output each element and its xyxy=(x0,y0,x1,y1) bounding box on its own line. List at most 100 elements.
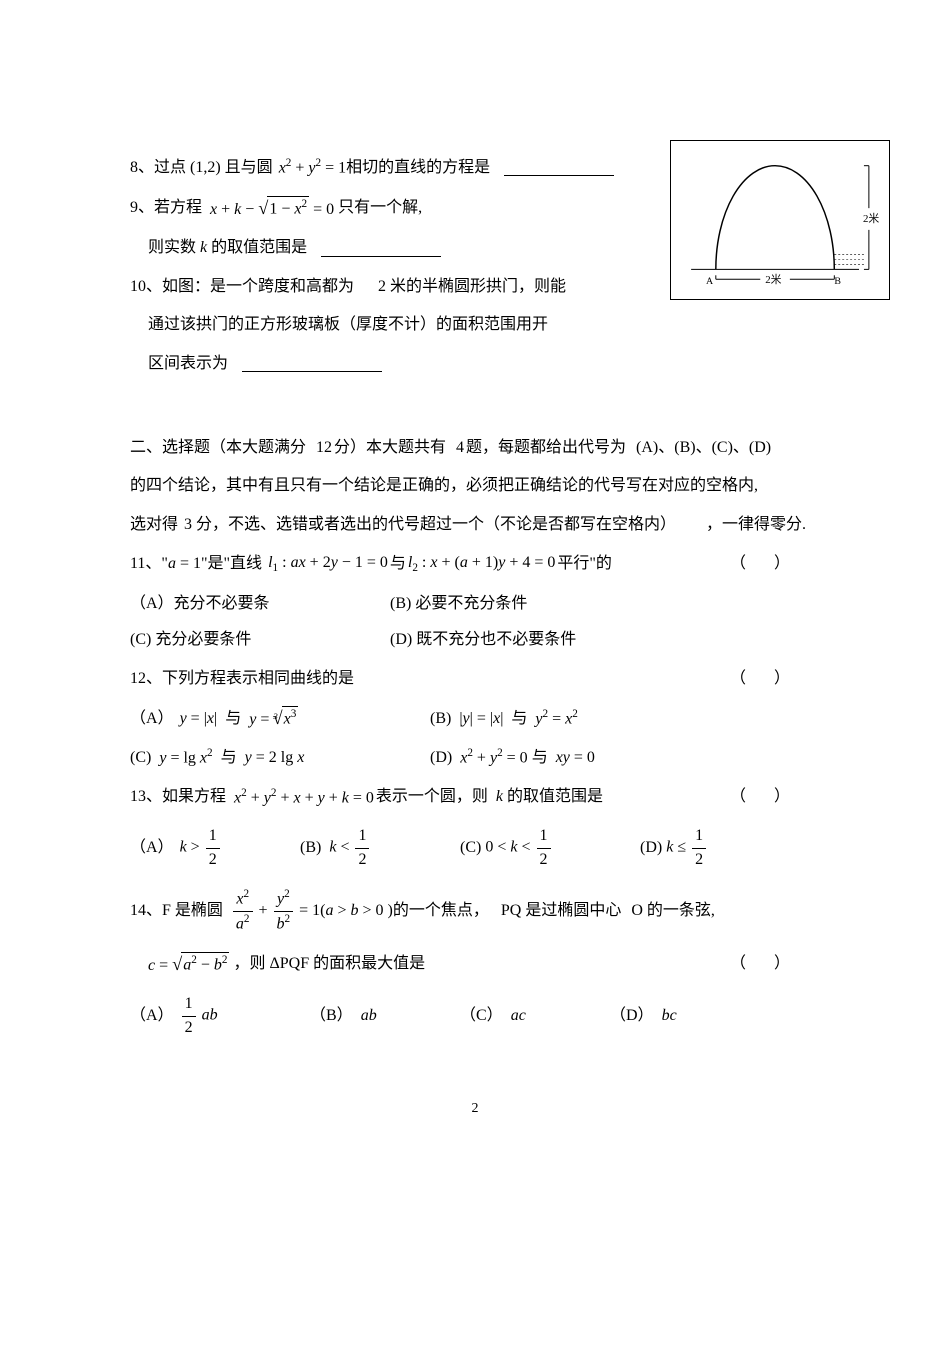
q14-options: （A） 12 ab （B） ab （C） ac （D） bc xyxy=(130,993,820,1039)
s2-codes: (A)、(B)、(C)、(D) xyxy=(636,437,771,459)
q12-options-row2: (C) y = lg x2 与 y = 2 lg x (D) x2 + y2 =… xyxy=(130,746,820,770)
question-12: 12、下列方程表示相同曲线的是 （） xyxy=(130,668,820,690)
question-10-line3: 区间表示为 xyxy=(130,353,820,375)
q8-mid: 且与圆 xyxy=(225,157,273,179)
q14-c-eq: c = √a2 − b2 xyxy=(148,952,229,978)
q12-d-and: 与 xyxy=(532,747,548,769)
s2-pts: 12 xyxy=(316,437,332,459)
q11-tail: 平行"的 xyxy=(557,553,612,575)
q13-option-b[interactable]: (B) k < 12 xyxy=(300,825,460,871)
q13-d-val: k ≤ 12 xyxy=(666,825,708,871)
s2-p3b: 分，不选、选错或者选出的代号超过一个（不论是否都写在空格内） xyxy=(196,514,676,536)
q12-d-left: x2 + y2 = 0 xyxy=(460,746,527,770)
q11-options: （A）充分不必要条 (B) 必要不充分条件 xyxy=(130,593,820,615)
q12-a-and: 与 xyxy=(225,708,241,730)
s2-count: 4 xyxy=(456,437,464,459)
q11-mid1: "是"直线 xyxy=(201,553,262,575)
q12-option-d[interactable]: (D) x2 + y2 = 0 与 xy = 0 xyxy=(430,746,595,770)
q14-b-val: ab xyxy=(361,1005,377,1027)
q12-b-and: 与 xyxy=(511,708,527,730)
q14-option-c[interactable]: （C） ac xyxy=(460,993,610,1039)
q13-c-pre: (C) xyxy=(460,837,481,859)
q10-line1a: 10、如图：是一个跨度和高都为 xyxy=(130,276,354,298)
q9-tail: 只有一个解, xyxy=(338,197,422,219)
q14-pq: PQ xyxy=(501,900,521,922)
q14-option-d[interactable]: （D） bc xyxy=(610,993,677,1039)
q13-option-c[interactable]: (C) 0 < k < 12 xyxy=(460,825,640,871)
q8-blank[interactable] xyxy=(504,159,614,176)
q9-blank[interactable] xyxy=(321,240,441,257)
q11-option-c[interactable]: (C) 充分必要条件 xyxy=(130,629,390,651)
section2-heading-line2: 的四个结论，其中有且只有一个结论是正确的，必须把正确结论的代号写在对应的空格内, xyxy=(130,475,820,497)
q11-and: 与 xyxy=(390,553,406,575)
q9-prefix: 9、若方程 xyxy=(130,197,202,219)
q13-answer-paren[interactable]: （） xyxy=(730,786,820,808)
question-10-line1: 10、如图：是一个跨度和高都为 2 米的半椭圆形拱门，则能 xyxy=(130,276,650,298)
q13-eq: x2 + y2 + x + y + k = 0 xyxy=(234,786,374,810)
q13-c-val: 0 < k < 12 xyxy=(485,825,552,871)
question-14-line2: c = √a2 − b2 ，则 ΔPQF 的面积最大值是 （） xyxy=(130,952,820,978)
s2-p3a: 选对得 xyxy=(130,514,178,536)
q11-option-a[interactable]: （A）充分不必要条 xyxy=(130,593,390,615)
question-11: 11、" a = 1 "是"直线 l1 : ax + 2y − 1 = 0 与 … xyxy=(130,552,820,577)
q12-option-b[interactable]: (B) |y| = |x| 与 y2 = x2 xyxy=(430,706,578,732)
q11-option-b[interactable]: (B) 必要不充分条件 xyxy=(390,593,770,615)
q12-answer-paren[interactable]: （） xyxy=(730,668,820,690)
q13-b-val: k < 12 xyxy=(329,825,371,871)
q11-options-2: (C) 充分必要条件 (D) 既不充分也不必要条件 xyxy=(130,629,820,651)
q13-option-d[interactable]: (D) k ≤ 12 xyxy=(640,825,708,871)
question-13: 13、如果方程 x2 + y2 + x + y + k = 0 表示一个圆，则 … xyxy=(130,786,820,810)
q10-line1b: 米的半椭圆形拱门，则能 xyxy=(390,276,566,298)
s2-para2: 的四个结论，其中有且只有一个结论是正确的，必须把正确结论的代号写在对应的空格内, xyxy=(130,475,758,497)
figure-point-a: A xyxy=(706,276,714,287)
q14-tri: ΔPQF xyxy=(269,953,309,975)
q14-a-pre: （A） xyxy=(130,1005,174,1027)
section2-heading-line3: 选对得 3 分，不选、选错或者选出的代号超过一个（不论是否都写在空格内） ，一律… xyxy=(130,514,820,536)
q12-b-pre: (B) xyxy=(430,708,451,730)
q14-answer-paren[interactable]: （） xyxy=(730,953,820,975)
section2-heading-line1: 二、选择题（本大题满分 12 分）本大题共有 4 题，每题都给出代号为 (A)、… xyxy=(130,437,820,459)
q12-option-c[interactable]: (C) y = lg x2 与 y = 2 lg x xyxy=(130,746,430,770)
s2-h-b: 分）本大题共有 xyxy=(334,437,446,459)
q11-answer-paren[interactable]: （） xyxy=(730,553,820,575)
arch-figure: A B 2米 2米 xyxy=(670,140,890,300)
q12-b-right: y2 = x2 xyxy=(535,707,577,731)
q13-a-pre: （A） xyxy=(130,837,174,859)
s2-h-a: 二、选择题（本大题满分 xyxy=(130,437,306,459)
q12-text: 12、下列方程表示相同曲线的是 xyxy=(130,668,354,690)
q11-option-d[interactable]: (D) 既不充分也不必要条件 xyxy=(390,629,770,651)
q9-line2-pre: 则实数 xyxy=(148,237,196,259)
q14-eq: x2a2 + y2b2 = 1(a > b > 0 ) xyxy=(231,887,393,935)
q14-mid1: 的一个焦点， xyxy=(393,900,489,922)
q12-option-a[interactable]: （A） y = |x| 与 y = 3√x3 xyxy=(130,706,430,732)
figure-height-label: 2米 xyxy=(863,212,879,225)
q11-cond: a = 1 xyxy=(168,553,201,575)
q13-option-a[interactable]: （A） k > 12 xyxy=(130,825,300,871)
q10-num: 2 xyxy=(378,276,386,298)
q13-b-pre: (B) xyxy=(300,837,321,859)
q8-prefix: 8、过点 xyxy=(130,157,186,179)
q11-l2: l2 : x + (a + 1)y + 4 = 0 xyxy=(408,552,555,577)
q14-c-pre: （C） xyxy=(460,1005,503,1027)
q14-b-pre: （B） xyxy=(310,1005,353,1027)
q14-option-a[interactable]: （A） 12 ab xyxy=(130,993,310,1039)
s2-ptseach: 3 xyxy=(184,514,192,536)
figure-width-label: 2米 xyxy=(765,273,781,286)
q14-pre: 14、F 是椭圆 xyxy=(130,900,223,922)
q12-b-left: |y| = |x| xyxy=(459,708,503,730)
q11-l1: l1 : ax + 2y − 1 = 0 xyxy=(268,552,388,577)
s2-p3c: ，一律得零分. xyxy=(706,514,806,536)
figure-point-b: B xyxy=(834,276,841,287)
q14-a-val: 12 ab xyxy=(180,993,218,1039)
q13-options: （A） k > 12 (B) k < 12 (C) 0 < k < 12 (D)… xyxy=(130,825,820,871)
q14-mid2: 是过椭圆中心 xyxy=(525,900,621,922)
q12-c-and: 与 xyxy=(221,747,237,769)
q14-option-b[interactable]: （B） ab xyxy=(310,993,460,1039)
q10-line2-text: 通过该拱门的正方形玻璃板（厚度不计）的面积范围用开 xyxy=(148,314,548,336)
q8-eq: x2 + y2 = 1 xyxy=(279,156,346,180)
q10-blank[interactable] xyxy=(242,355,382,372)
q9-eq: x + k − √1 − x2 = 0 xyxy=(210,196,334,222)
q12-c-left: y = lg x2 xyxy=(159,746,212,770)
q8-tail: 相切的直线的方程是 xyxy=(346,157,490,179)
q14-c-val: ac xyxy=(511,1005,526,1027)
